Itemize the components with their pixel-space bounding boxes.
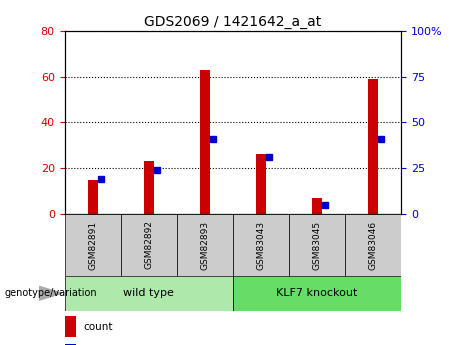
Bar [65, 276, 233, 310]
Bar [233, 276, 401, 310]
Bar [289, 214, 345, 276]
Bar [65, 316, 77, 337]
Text: count: count [83, 322, 112, 332]
Polygon shape [39, 286, 62, 300]
Bar [88, 180, 98, 214]
Bar [65, 214, 121, 276]
Bar [177, 214, 233, 276]
Title: GDS2069 / 1421642_a_at: GDS2069 / 1421642_a_at [144, 14, 321, 29]
Text: genotype/variation: genotype/variation [5, 288, 97, 298]
Bar [65, 344, 77, 345]
Text: KLF7 knockout: KLF7 knockout [276, 288, 358, 298]
Text: GSM83045: GSM83045 [313, 220, 321, 269]
Text: wild type: wild type [123, 288, 174, 298]
Bar [121, 214, 177, 276]
Text: GSM82893: GSM82893 [200, 220, 209, 269]
Bar [368, 79, 378, 214]
Text: GSM83043: GSM83043 [256, 220, 266, 269]
Text: GSM83046: GSM83046 [368, 220, 378, 269]
Bar [144, 161, 154, 214]
Bar [200, 70, 210, 214]
Bar [233, 214, 289, 276]
Bar [312, 198, 322, 214]
Text: GSM82892: GSM82892 [144, 220, 153, 269]
Bar [256, 155, 266, 214]
Bar [345, 214, 401, 276]
Text: GSM82891: GSM82891 [88, 220, 97, 269]
